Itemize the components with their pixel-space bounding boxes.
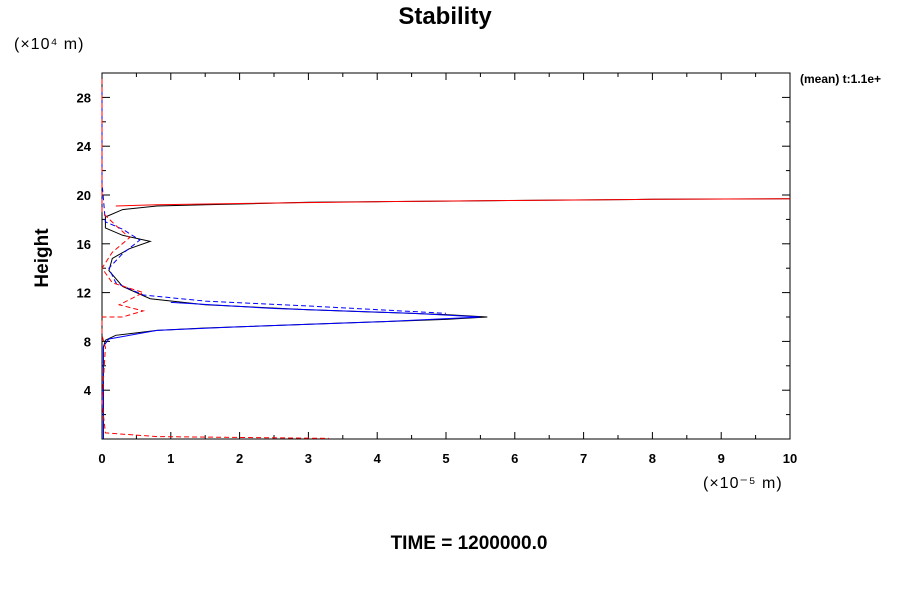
x-unit-label: (×10⁻⁵ m) [703,475,783,492]
x-tick-label: 2 [236,451,243,466]
y-unit-label: (×10⁴ m) [14,36,84,53]
series-line-3 [115,198,791,207]
series-line-2 [102,301,481,439]
y-tick-label: 16 [77,237,91,252]
y-tick-label: 24 [77,139,92,154]
x-tick-label: 9 [718,451,725,466]
chart-title: Stability [398,3,492,30]
mean-annotation: (mean) t:1.1e+ [800,72,881,86]
x-tick-label: 7 [580,451,587,466]
series-layer [101,79,791,439]
y-tick-label: 12 [77,286,91,301]
x-tick-label: 1 [167,451,174,466]
x-tick-label: 5 [442,451,449,466]
x-tick-label: 10 [783,451,797,466]
x-tick-label: 4 [374,451,382,466]
series-line-5 [101,79,330,439]
y-axis-title: Height [32,228,53,288]
y-tick-label: 20 [77,188,91,203]
plot-frame [101,72,791,440]
footer-time: TIME = 1200000.0 [391,533,548,554]
x-tick-label: 0 [98,451,105,466]
x-tick-label: 6 [511,451,518,466]
y-tick-label: 28 [77,90,91,105]
series-line-4 [101,91,447,314]
y-tick-label: 8 [84,334,91,349]
y-tick-label: 4 [84,383,92,398]
x-tick-label: 8 [649,451,656,466]
x-tick-label: 3 [305,451,312,466]
